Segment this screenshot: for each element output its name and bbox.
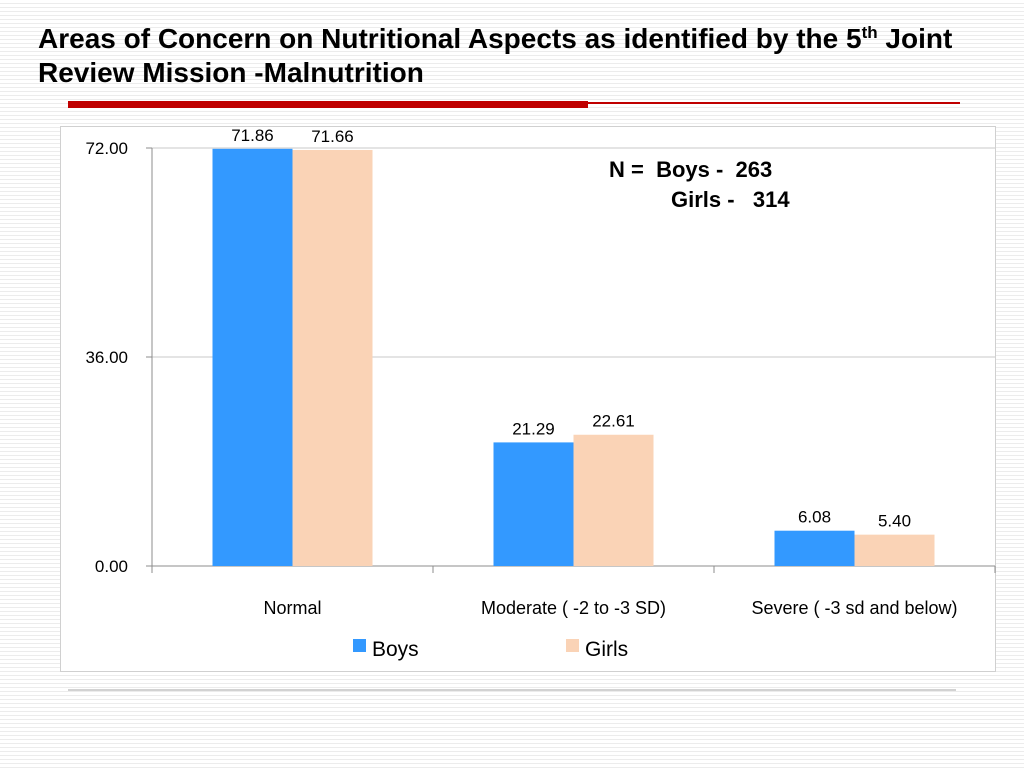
legend-label-boys: Boys [372, 638, 419, 661]
bar-girls [292, 149, 373, 567]
data-label: 21.29 [512, 419, 555, 438]
legend-swatch-girls [566, 639, 579, 652]
sample-size-girls: Girls - 314 [671, 187, 790, 212]
bar-boys [212, 148, 293, 566]
data-label: 5.40 [878, 512, 911, 531]
x-category-label: Severe ( -3 sd and below) [751, 598, 957, 618]
title-underline-thick [68, 101, 588, 108]
data-label: 71.86 [231, 127, 274, 145]
x-category-label: Moderate ( -2 to -3 SD) [481, 598, 666, 618]
slide-title-text: Areas of Concern on Nutritional Aspects … [38, 23, 862, 54]
y-tick-label: 0.00 [95, 557, 128, 576]
footer-divider [68, 689, 956, 691]
y-tick-label: 36.00 [85, 348, 128, 367]
slide-title-superscript: th [861, 23, 878, 42]
data-label: 71.66 [311, 127, 354, 146]
x-category-label: Normal [263, 598, 321, 618]
bar-boys [493, 442, 574, 566]
y-tick-label: 72.00 [85, 139, 128, 158]
data-label: 6.08 [798, 508, 831, 527]
bar-girls [854, 534, 935, 566]
sample-size-note: N = Boys - 263 Girls - 314 [609, 155, 790, 215]
chart-area: 0.00 36.00 72.00 71.86 71.66 Normal 21.29 22.61… [60, 126, 996, 672]
slide-title: Areas of Concern on Nutritional Aspects … [38, 22, 998, 90]
bar-chart: 0.00 36.00 72.00 71.86 71.66 Normal 21.29 22.61… [85, 127, 996, 661]
data-label: 22.61 [592, 412, 635, 431]
slide-title-text-end: Joint Review Mission -Malnutrition [38, 23, 953, 88]
title-underline-thin [588, 102, 960, 104]
legend-swatch-boys [353, 639, 366, 652]
sample-size-boys: N = Boys - 263 [609, 157, 773, 182]
legend-label-girls: Girls [585, 638, 628, 661]
bar-boys [774, 530, 855, 566]
bar-girls [573, 434, 654, 566]
